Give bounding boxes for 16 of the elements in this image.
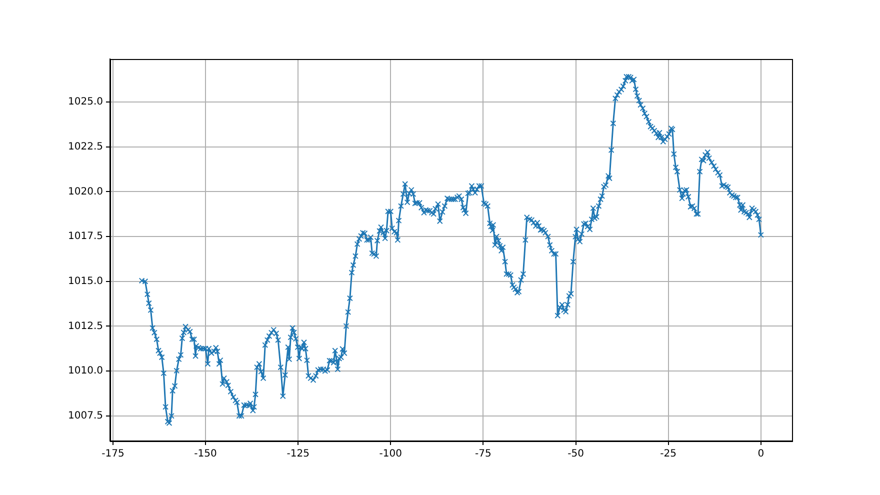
y-tick-label: 1010.0	[68, 366, 103, 377]
x-tick-label: -100	[379, 448, 402, 460]
x-tick-label: -125	[286, 448, 310, 460]
y-tick-label: 1007.5	[68, 410, 103, 422]
y-tick-label: 1022.5	[68, 141, 103, 152]
x-tick-label: 0	[758, 448, 764, 460]
y-tick-label: 1015.0	[68, 276, 103, 287]
y-tick-label: 1017.5	[68, 231, 103, 242]
y-tick-label: 1020.0	[68, 186, 103, 198]
x-tick-label: -175	[102, 448, 124, 460]
x-tick-label: -25	[660, 448, 677, 460]
x-tick-label: -150	[194, 448, 217, 460]
y-tick-label: 1012.5	[68, 320, 103, 332]
x-tick-label: -50	[568, 448, 584, 460]
x-tick-label: -75	[475, 448, 492, 460]
y-tick-label: 1025.0	[68, 96, 103, 108]
